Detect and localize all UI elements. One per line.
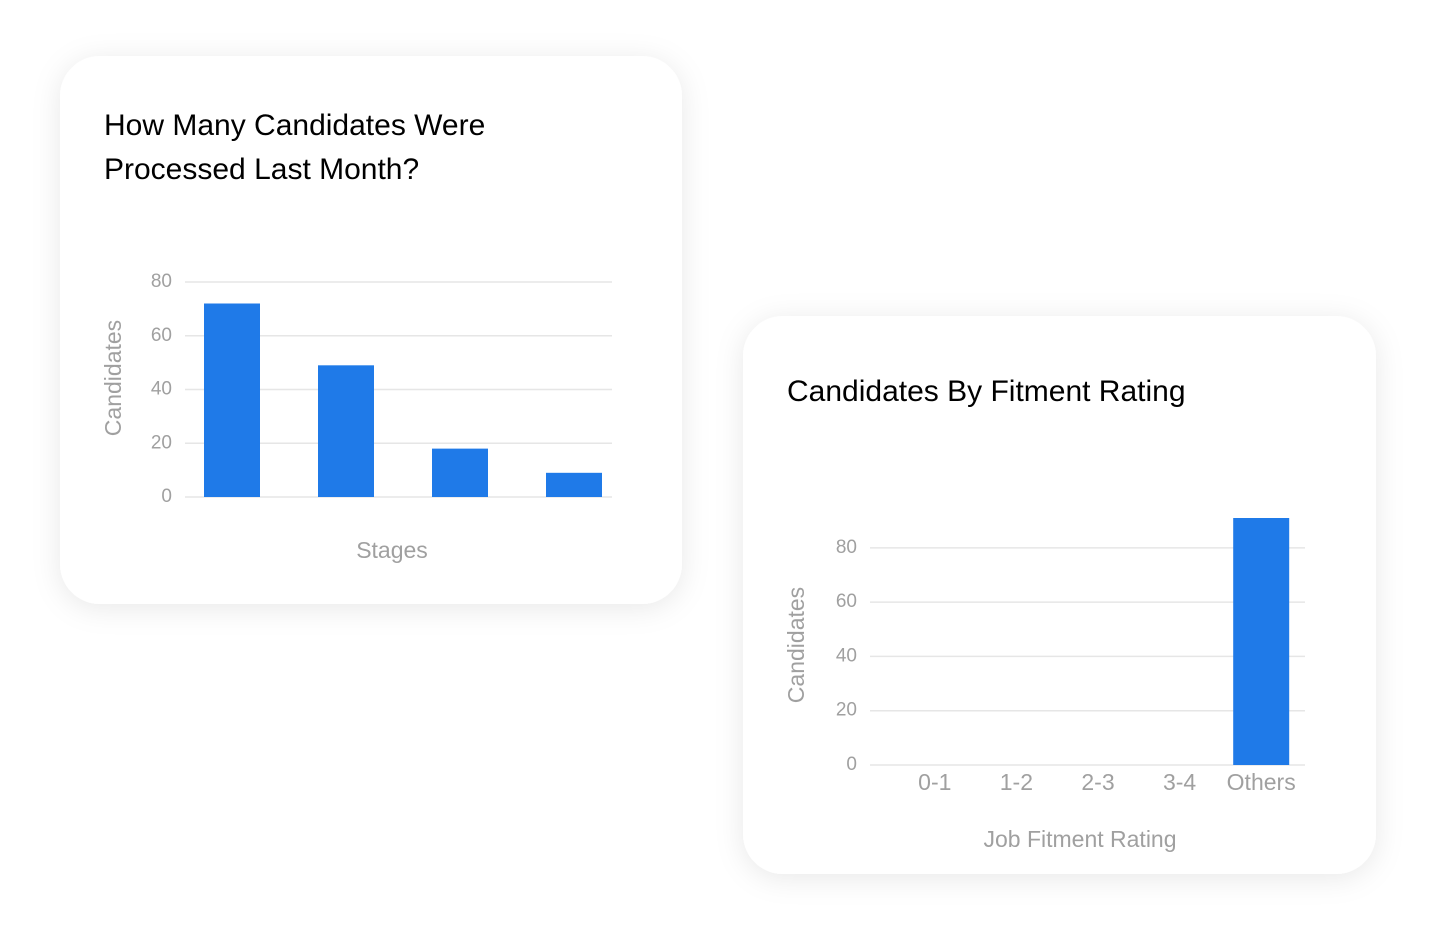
y-tick-label: 60 bbox=[151, 325, 172, 346]
chart-title-box: Candidates By Fitment Rating bbox=[787, 375, 1186, 408]
y-tick-label: 0 bbox=[846, 754, 857, 775]
y-tick-label: 20 bbox=[151, 432, 172, 453]
y-tick-label: 20 bbox=[836, 700, 857, 721]
x-axis-label: Job Fitment Rating bbox=[983, 826, 1176, 852]
y-tick-label: 40 bbox=[836, 645, 857, 666]
y-tick-label: 60 bbox=[836, 591, 857, 612]
x-tick-label: 1-2 bbox=[1000, 769, 1033, 795]
y-tick-label: 0 bbox=[161, 486, 172, 507]
y-axis-label: Candidates bbox=[783, 587, 809, 703]
card bbox=[743, 316, 1376, 874]
x-axis-label: Stages bbox=[356, 537, 428, 563]
bar bbox=[318, 365, 374, 497]
bar bbox=[432, 448, 488, 497]
chart-title: Candidates By Fitment Rating bbox=[787, 375, 1186, 408]
bar bbox=[1233, 518, 1290, 765]
chart-title: How Many Candidates Were Processed Last … bbox=[104, 109, 486, 186]
y-tick-label: 80 bbox=[836, 537, 857, 558]
x-tick-label: Others bbox=[1227, 769, 1296, 795]
x-tick-label: 2-3 bbox=[1081, 769, 1114, 795]
y-tick-label: 40 bbox=[151, 379, 172, 400]
chart-title-box: How Many Candidates Were Processed Last … bbox=[104, 109, 486, 186]
x-tick-label: 3-4 bbox=[1163, 769, 1196, 795]
y-axis-label: Candidates bbox=[100, 320, 126, 436]
bar bbox=[546, 472, 602, 497]
y-tick-label: 80 bbox=[151, 271, 172, 292]
x-tick-label: 0-1 bbox=[918, 769, 951, 795]
bar bbox=[204, 303, 260, 497]
